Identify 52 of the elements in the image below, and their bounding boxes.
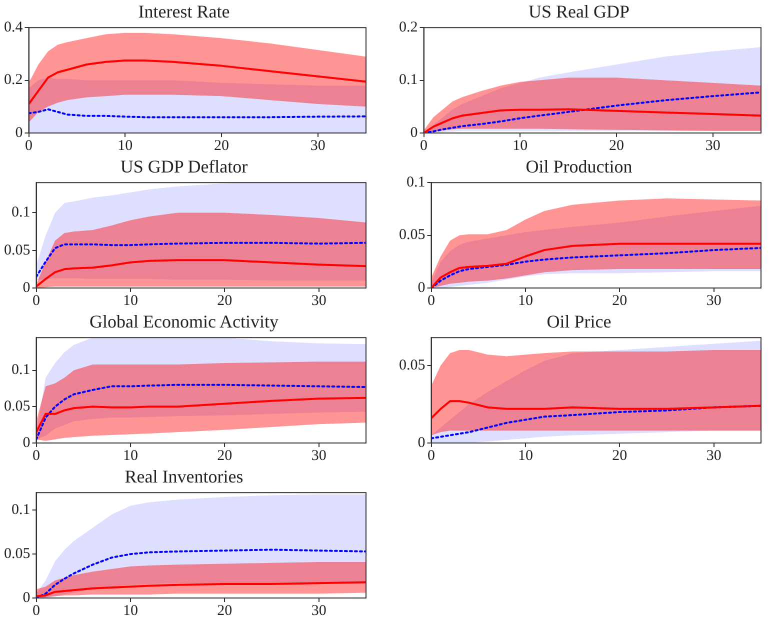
line-series (36, 548, 366, 598)
chart-title: Oil Price (546, 312, 612, 332)
x-tick-label: 30 (310, 138, 326, 154)
y-tick-label: 0.1 (399, 72, 418, 88)
y-tick-label: 0 (418, 280, 426, 296)
x-tick-label: 20 (608, 138, 624, 154)
y-tick-label: 0.05 (399, 227, 426, 244)
y-tick-label: 0 (22, 280, 30, 296)
x-tick-label: 30 (705, 138, 720, 154)
y-tick-label: 0 (418, 434, 426, 451)
x-tick-label: 30 (311, 292, 326, 309)
line-series (36, 384, 366, 440)
y-tick-label: 0.05 (4, 398, 30, 415)
chart-title: US Real GDP (528, 2, 630, 22)
y-tick-label: 0.1 (406, 174, 426, 191)
line-series (28, 108, 366, 118)
y-tick-label: 0.05 (4, 546, 30, 562)
line-series (36, 242, 366, 278)
x-tick-label: 30 (311, 602, 326, 619)
chart-title: Interest Rate (138, 2, 230, 22)
x-tick-label: 10 (122, 448, 138, 464)
y-tick-label: 0.05 (4, 242, 30, 258)
chart-title: Global Economic Activity (90, 312, 278, 332)
x-tick-label: 20 (612, 292, 628, 309)
x-tick-label: 20 (217, 602, 232, 619)
y-tick-label: 0.1 (12, 362, 30, 378)
x-tick-label: 10 (512, 138, 528, 154)
x-tick-label: 30 (311, 448, 326, 464)
x-tick-label: 30 (706, 448, 722, 464)
x-tick-label: 20 (214, 138, 229, 154)
x-tick-label: 10 (122, 602, 138, 619)
chart-title: Oil Production (526, 156, 632, 177)
x-tick-label: 10 (118, 138, 133, 154)
x-tick-label: 20 (217, 292, 232, 309)
y-tick-label: 0.1 (12, 502, 30, 518)
chart-title: US GDP Deflator (120, 156, 248, 177)
x-tick-label: 10 (518, 292, 533, 309)
y-tick-label: 0.4 (4, 20, 24, 36)
y-tick-label: 0 (410, 124, 418, 141)
chart-title: Real Inventories (124, 466, 244, 487)
y-tick-label: 0.2 (399, 20, 418, 36)
x-tick-label: 20 (612, 448, 628, 464)
x-tick-label: 10 (122, 292, 138, 309)
y-tick-label: 0 (22, 590, 30, 606)
x-tick-label: 30 (706, 292, 722, 309)
x-tick-label: 20 (217, 448, 232, 464)
y-tick-label: 0 (22, 434, 30, 451)
x-tick-label: 10 (518, 448, 533, 464)
y-tick-label: 0.05 (399, 357, 426, 374)
y-tick-label: 0.1 (12, 204, 30, 221)
y-tick-label: 0.2 (4, 72, 23, 88)
y-tick-label: 0 (15, 124, 23, 141)
